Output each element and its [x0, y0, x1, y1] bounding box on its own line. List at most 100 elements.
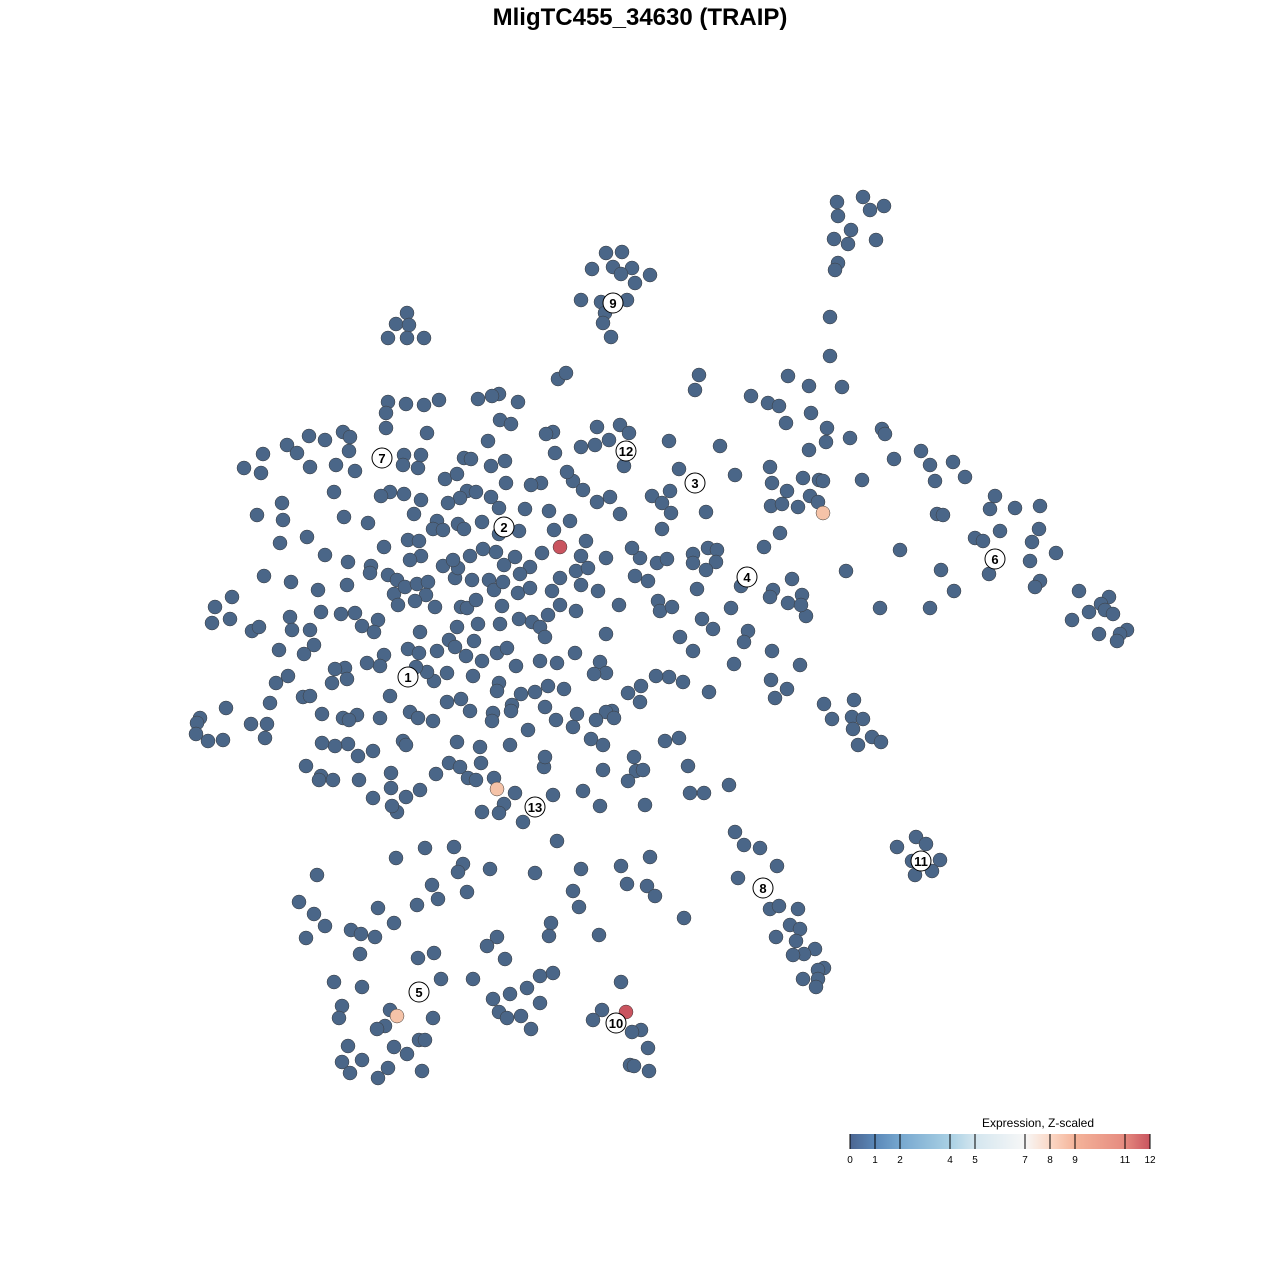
- data-point: [626, 1058, 642, 1074]
- cluster-label-text: 4: [743, 570, 751, 585]
- legend-colorbar: [850, 1134, 1150, 1149]
- data-point: [462, 703, 478, 719]
- data-point: [275, 512, 291, 528]
- data-point: [515, 814, 531, 830]
- data-point: [507, 549, 523, 565]
- data-point: [204, 615, 220, 631]
- data-point: [508, 658, 524, 674]
- data-point: [474, 514, 490, 530]
- data-point: [568, 603, 584, 619]
- data-point: [780, 368, 796, 384]
- data-point: [922, 457, 938, 473]
- data-point: [386, 1039, 402, 1055]
- data-point: [546, 522, 562, 538]
- data-point: [340, 554, 356, 570]
- data-point: [598, 550, 614, 566]
- data-point: [459, 884, 475, 900]
- data-point: [425, 713, 441, 729]
- data-point: [427, 599, 443, 615]
- data-point: [682, 785, 698, 801]
- data-point: [284, 622, 300, 638]
- data-point: [447, 639, 463, 655]
- data-point: [830, 208, 846, 224]
- data-point: [1064, 612, 1080, 628]
- data-point: [545, 787, 561, 803]
- data-point: [215, 732, 231, 748]
- data-point: [249, 507, 265, 523]
- data-point: [877, 426, 893, 442]
- data-point: [483, 489, 499, 505]
- data-point: [671, 461, 687, 477]
- data-point: [372, 710, 388, 726]
- data-point: [333, 606, 349, 622]
- data-point: [687, 382, 703, 398]
- data-point: [537, 699, 553, 715]
- data-point: [642, 267, 658, 283]
- data-point: [573, 861, 589, 877]
- data-point: [222, 611, 238, 627]
- data-point: [378, 420, 394, 436]
- data-point: [325, 772, 341, 788]
- data-point: [726, 656, 742, 672]
- data-point: [480, 433, 496, 449]
- data-point: [513, 1008, 529, 1024]
- cluster-label-bubble: [615, 440, 637, 462]
- data-point: [654, 495, 670, 511]
- data-point: [439, 665, 455, 681]
- data-point: [416, 330, 432, 346]
- data-point: [543, 915, 559, 931]
- data-point: [334, 998, 350, 1014]
- data-point: [479, 938, 495, 954]
- data-point: [497, 453, 513, 469]
- cluster-label-bubble: [493, 516, 515, 538]
- data-point: [586, 666, 602, 682]
- data-point: [376, 539, 392, 555]
- data-point: [341, 712, 357, 728]
- data-point: [822, 348, 838, 364]
- data-point: [398, 396, 414, 412]
- data-point: [503, 703, 519, 719]
- cluster-label-bubble: [605, 1012, 627, 1034]
- data-point: [889, 839, 905, 855]
- data-point: [664, 599, 680, 615]
- data-point: [573, 548, 589, 564]
- cluster-label-text: 8: [759, 881, 766, 896]
- data-point: [489, 929, 505, 945]
- legend-tick-label: 9: [1072, 1155, 1078, 1166]
- data-point: [589, 419, 605, 435]
- data-point: [826, 231, 842, 247]
- data-point: [342, 1065, 358, 1081]
- cluster-label: 7: [371, 447, 393, 469]
- data-point: [488, 544, 504, 560]
- data-point: [573, 439, 589, 455]
- data-point: [892, 542, 908, 558]
- data-point: [200, 733, 216, 749]
- data-point: [417, 840, 433, 856]
- data-point: [784, 571, 800, 587]
- data-point: [354, 979, 370, 995]
- data-point: [339, 577, 355, 593]
- cluster-label-bubble: [736, 566, 758, 588]
- data-point: [822, 309, 838, 325]
- data-point: [556, 681, 572, 697]
- data-point: [474, 653, 490, 669]
- data-point: [549, 833, 565, 849]
- data-point: [271, 642, 287, 658]
- data-point: [778, 415, 794, 431]
- data-point: [540, 678, 556, 694]
- data-point: [721, 777, 737, 793]
- data-point: [336, 509, 352, 525]
- data-point: [774, 496, 790, 512]
- legend-tick-label: 4: [947, 1155, 953, 1166]
- data-point: [842, 430, 858, 446]
- data-point: [517, 501, 533, 517]
- data-point: [256, 568, 272, 584]
- data-point: [218, 700, 234, 716]
- data-point: [922, 600, 938, 616]
- data-point: [347, 463, 363, 479]
- data-point: [818, 434, 834, 450]
- data-point: [502, 737, 518, 753]
- data-point: [449, 734, 465, 750]
- data-point: [527, 865, 543, 881]
- data-point: [612, 506, 628, 522]
